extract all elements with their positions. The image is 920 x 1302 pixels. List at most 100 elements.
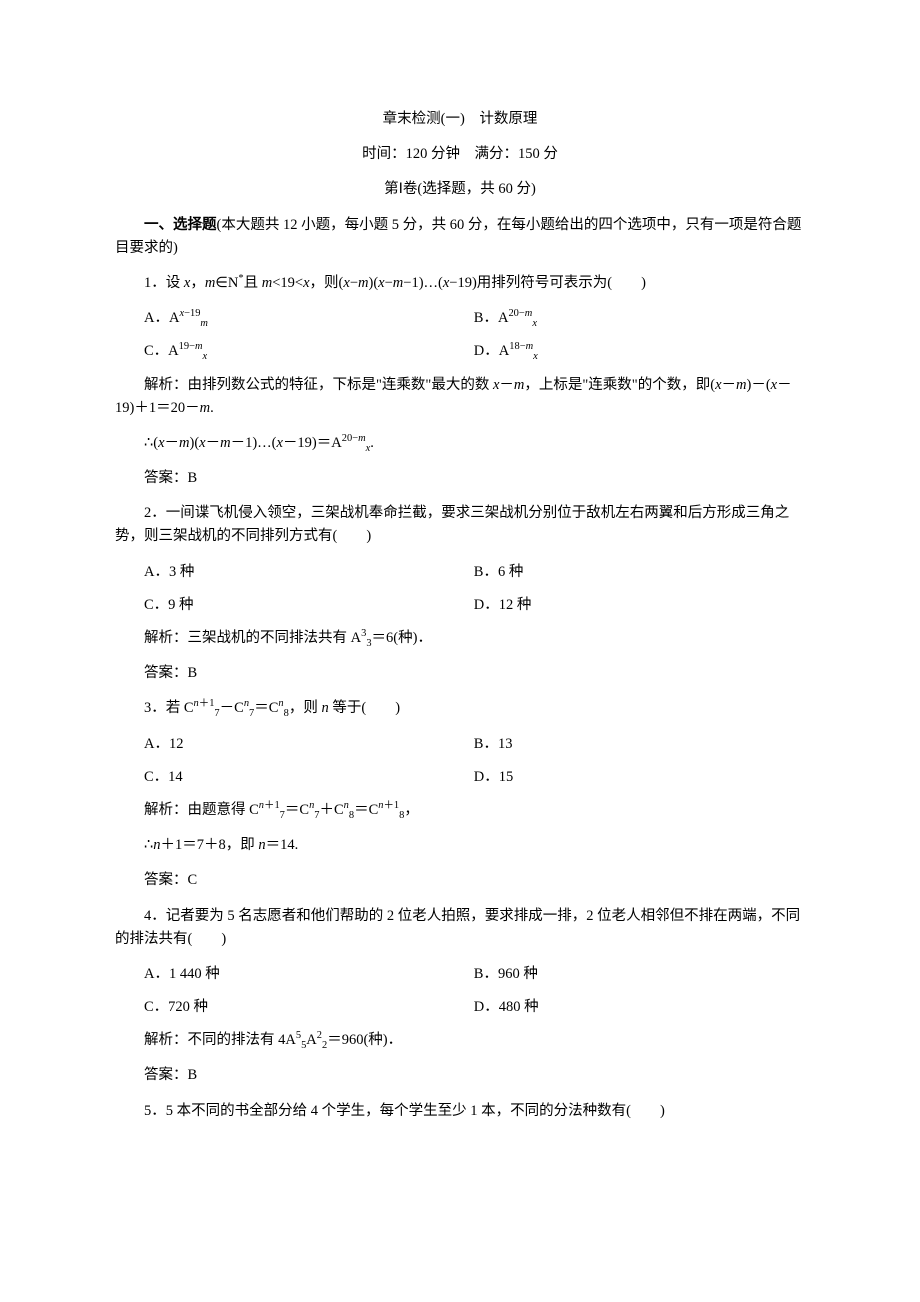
t: －C	[220, 700, 244, 716]
q1-options-cd: C．A19−mx D．A18−mx	[115, 340, 805, 363]
q4-C: C．720 种	[115, 996, 474, 1019]
section-header: 第Ⅰ卷(选择题，共 60 分)	[115, 178, 805, 201]
doc-subtitle: 时间：120 分钟 满分：150 分	[115, 143, 805, 166]
var-n: n	[321, 700, 328, 716]
t: 20−	[342, 433, 358, 444]
t: B．A	[474, 310, 509, 326]
t: ＝6(种)．	[372, 630, 432, 646]
t: m	[526, 341, 534, 352]
t: 1．设	[144, 275, 184, 291]
q2-A: A．3 种	[115, 561, 474, 584]
doc-title: 章末检测(一) 计数原理	[115, 108, 805, 131]
var-m: m	[736, 377, 746, 393]
t: −19	[184, 308, 200, 319]
t: −19)用排列符号可表示为( )	[449, 275, 646, 291]
q3-expl-1: 解析：由题意得 Cn＋17＝Cn7＋Cn8＝Cn＋18，	[115, 799, 805, 822]
q2-options-cd: C．9 种 D．12 种	[115, 594, 805, 617]
t: ＝960(种)．	[327, 1032, 402, 1048]
t: 20−	[508, 308, 524, 319]
q3-C: C．14	[115, 766, 474, 789]
q4-D: D．480 种	[474, 996, 805, 1019]
sup: 20−m	[508, 308, 532, 319]
var-m: m	[514, 377, 524, 393]
sup: 18−m	[509, 341, 533, 352]
t: ，上标是"连乘数"的个数，即(	[524, 377, 715, 393]
q1-expl-1: 解析：由排列数公式的特征，下标是"连乘数"最大的数 x－m，上标是"连乘数"的个…	[115, 374, 805, 420]
t: 3．若 C	[144, 700, 194, 716]
var-m: m	[179, 435, 189, 451]
sup: n＋1	[259, 800, 280, 811]
q4-B: B．960 种	[474, 963, 805, 986]
t: ＝C	[285, 802, 309, 818]
sub: x	[533, 351, 538, 362]
intro-bold: 一、选择题	[144, 217, 217, 233]
t: m	[358, 433, 366, 444]
t: ＋1	[199, 699, 215, 710]
q3-answer: 答案：C	[115, 869, 805, 892]
t: －19)＝A	[283, 435, 342, 451]
t: −	[385, 275, 393, 291]
q2-C: C．9 种	[115, 594, 474, 617]
sup: n＋1	[378, 800, 399, 811]
var-m: m	[220, 435, 230, 451]
var-m: m	[393, 275, 403, 291]
t: 解析：由排列数公式的特征，下标是"连乘数"最大的数	[144, 377, 493, 393]
sub: x	[203, 351, 208, 362]
q4-answer: 答案：B	[115, 1064, 805, 1087]
t: )(	[368, 275, 378, 291]
t: )－(	[746, 377, 770, 393]
t: －	[165, 435, 180, 451]
t: ∴(	[144, 435, 158, 451]
var-m: m	[262, 275, 272, 291]
t: −	[350, 275, 358, 291]
q1-B: B．A20−mx	[474, 307, 805, 330]
sub: m	[200, 318, 208, 329]
t: ∈N	[215, 275, 238, 291]
q2-D: D．12 种	[474, 594, 805, 617]
t: ＝C	[354, 802, 378, 818]
q2-stem: 2．一间谍飞机侵入领空，三架战机奉命拦截，要求三架战机分别位于敌机左右两翼和后方…	[115, 502, 805, 548]
t: －1)…(	[231, 435, 277, 451]
var-m: m	[200, 400, 210, 416]
var-m: m	[358, 275, 368, 291]
t: ∴	[144, 837, 153, 853]
t: －	[499, 377, 514, 393]
t: －	[206, 435, 221, 451]
q3-stem: 3．若 Cn＋17－Cn7＝Cn8，则 n 等于( )	[115, 697, 805, 720]
t: A	[306, 1032, 316, 1048]
t: C．A	[144, 343, 179, 359]
t: ＋1	[384, 800, 400, 811]
t: )(	[189, 435, 199, 451]
q2-options-ab: A．3 种 B．6 种	[115, 561, 805, 584]
q4-stem: 4．记者要为 5 名志愿者和他们帮助的 2 位老人拍照，要求排成一排，2 位老人…	[115, 905, 805, 951]
t: 19−	[179, 341, 195, 352]
q3-options-ab: A．12 B．13	[115, 733, 805, 756]
t: −1)…(	[403, 275, 443, 291]
q1-expl-2: ∴(x－m)(x－m－1)…(x－19)＝A20−mx.	[115, 432, 805, 455]
sup: n＋1	[194, 699, 215, 710]
q2-expl: 解析：三架战机的不同排法共有 A33＝6(种)．	[115, 627, 805, 650]
q1-C: C．A19−mx	[115, 340, 474, 363]
t: 18−	[509, 341, 525, 352]
section-intro: 一、选择题(本大题共 12 小题，每小题 5 分，共 60 分，在每小题给出的四…	[115, 214, 805, 260]
q2-answer: 答案：B	[115, 662, 805, 685]
t: ＋1＝7＋8，即	[160, 837, 258, 853]
q3-expl-2: ∴n＋1＝7＋8，即 n＝14.	[115, 834, 805, 857]
q1-A: A．Ax−19m	[115, 307, 474, 330]
sub: x	[366, 443, 371, 454]
q1-options-ab: A．Ax−19m B．A20−mx	[115, 307, 805, 330]
t: A．A	[144, 310, 179, 326]
t: 解析：不同的排法有 4A	[144, 1032, 296, 1048]
sup: x−19	[179, 308, 200, 319]
q4-options-ab: A．1 440 种 B．960 种	[115, 963, 805, 986]
t: m	[195, 341, 203, 352]
t: 解析：由题意得 C	[144, 802, 259, 818]
q4-options-cd: C．720 种 D．480 种	[115, 996, 805, 1019]
t: D．A	[474, 343, 509, 359]
q4-A: A．1 440 种	[115, 963, 474, 986]
t: ，	[190, 275, 205, 291]
q3-D: D．15	[474, 766, 805, 789]
q1-D: D．A18−mx	[474, 340, 805, 363]
q3-B: B．13	[474, 733, 805, 756]
sup: 19−m	[179, 341, 203, 352]
